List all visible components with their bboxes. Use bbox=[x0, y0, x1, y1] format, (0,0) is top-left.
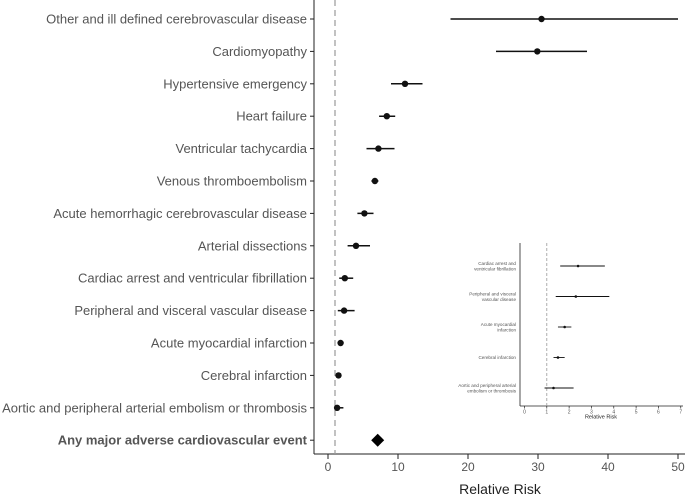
point-estimate bbox=[335, 372, 342, 379]
row-label: Cardiac arrest and ventricular fibrillat… bbox=[78, 271, 307, 286]
inset-point-estimate bbox=[576, 264, 580, 268]
point-estimate bbox=[341, 275, 348, 282]
x-tick-label: 20 bbox=[461, 460, 475, 474]
inset-point-estimate bbox=[552, 386, 555, 390]
row-label: Any major adverse cardiovascular event bbox=[58, 433, 308, 448]
inset-row-label-line: vascular disease bbox=[482, 297, 517, 302]
inset-row-label-line: Acute myocardial bbox=[481, 322, 516, 327]
row-label: Hypertensive emergency bbox=[163, 76, 307, 91]
inset-row-label: Cardiac arrest and ventricular fibrillati… bbox=[474, 261, 516, 271]
row-label: Venous thromboembolism bbox=[157, 174, 307, 189]
point-estimate bbox=[340, 307, 348, 314]
inset-point-estimate bbox=[556, 356, 560, 359]
inset-background bbox=[519, 243, 683, 406]
inset-point-estimate bbox=[574, 295, 578, 298]
row-label: Acute hemorrhagic cerebrovascular diseas… bbox=[53, 206, 307, 221]
inset-x-tick-label: 1 bbox=[545, 410, 548, 416]
x-tick-label: 10 bbox=[391, 460, 405, 474]
x-tick-label: 40 bbox=[601, 460, 615, 474]
inset-point-estimate bbox=[563, 325, 566, 329]
inset-x-tick-label: 3 bbox=[590, 410, 593, 416]
point-estimate bbox=[375, 145, 382, 152]
inset-row-label-line: infarction bbox=[497, 328, 516, 333]
point-estimate bbox=[361, 210, 368, 217]
x-axis-title: Relative Risk bbox=[459, 481, 542, 497]
inset-x-tick-label: 6 bbox=[657, 410, 660, 416]
inset-row-label-line: Peripheral and visceral bbox=[469, 292, 516, 297]
point-estimate bbox=[383, 113, 390, 120]
row-label: Arterial dissections bbox=[198, 238, 308, 253]
inset-x-tick-label: 4 bbox=[612, 410, 615, 416]
point-estimate bbox=[401, 80, 409, 88]
row-label: Cerebral infarction bbox=[201, 368, 307, 383]
inset-x-tick-label: 0 bbox=[523, 410, 526, 416]
inset-x-axis-title: Relative Risk bbox=[585, 415, 617, 421]
row-label: Ventricular tachycardia bbox=[175, 141, 307, 156]
inset-row-label-line: Cerebral infarction bbox=[478, 355, 516, 360]
inset-row-label-line: Cardiac arrest and bbox=[478, 261, 516, 266]
inset-row-label: Cerebral infarction bbox=[478, 355, 516, 360]
inset-x-tick-label: 2 bbox=[568, 410, 571, 416]
point-estimate bbox=[534, 48, 541, 55]
summary-diamond bbox=[371, 433, 385, 447]
inset-x-tick-label: 7 bbox=[679, 410, 682, 416]
row-label: Acute myocardial infarction bbox=[151, 336, 307, 351]
inset-row-label-line: ventricular fibrillation bbox=[474, 267, 516, 272]
inset-row-label: Peripheral and visceral vascular disease bbox=[469, 292, 516, 302]
inset-row-label: Aortic and peripheral arterial embolism o… bbox=[458, 383, 516, 393]
x-tick-label: 0 bbox=[325, 460, 332, 474]
x-tick-label: 30 bbox=[531, 460, 545, 474]
point-estimate bbox=[538, 15, 545, 23]
point-estimate bbox=[333, 404, 341, 411]
inset-row-label-line: Aortic and peripheral arterial bbox=[458, 383, 516, 388]
inset-x-tick-label: 5 bbox=[635, 410, 638, 416]
row-label: Other and ill defined cerebrovascular di… bbox=[46, 12, 307, 27]
row-label: Aortic and peripheral arterial embolism … bbox=[2, 400, 307, 415]
point-estimate bbox=[352, 242, 360, 249]
row-label: Heart failure bbox=[236, 109, 307, 124]
row-label: Cardiomyopathy bbox=[212, 44, 307, 59]
point-estimate bbox=[371, 177, 379, 185]
inset-row-label-line: embolism or thrombosis bbox=[467, 389, 516, 394]
x-tick-label: 50 bbox=[671, 460, 685, 474]
inset-row-label: Acute myocardial infarction bbox=[481, 322, 517, 332]
point-estimate bbox=[337, 339, 344, 347]
row-label: Peripheral and visceral vascular disease bbox=[74, 303, 307, 318]
